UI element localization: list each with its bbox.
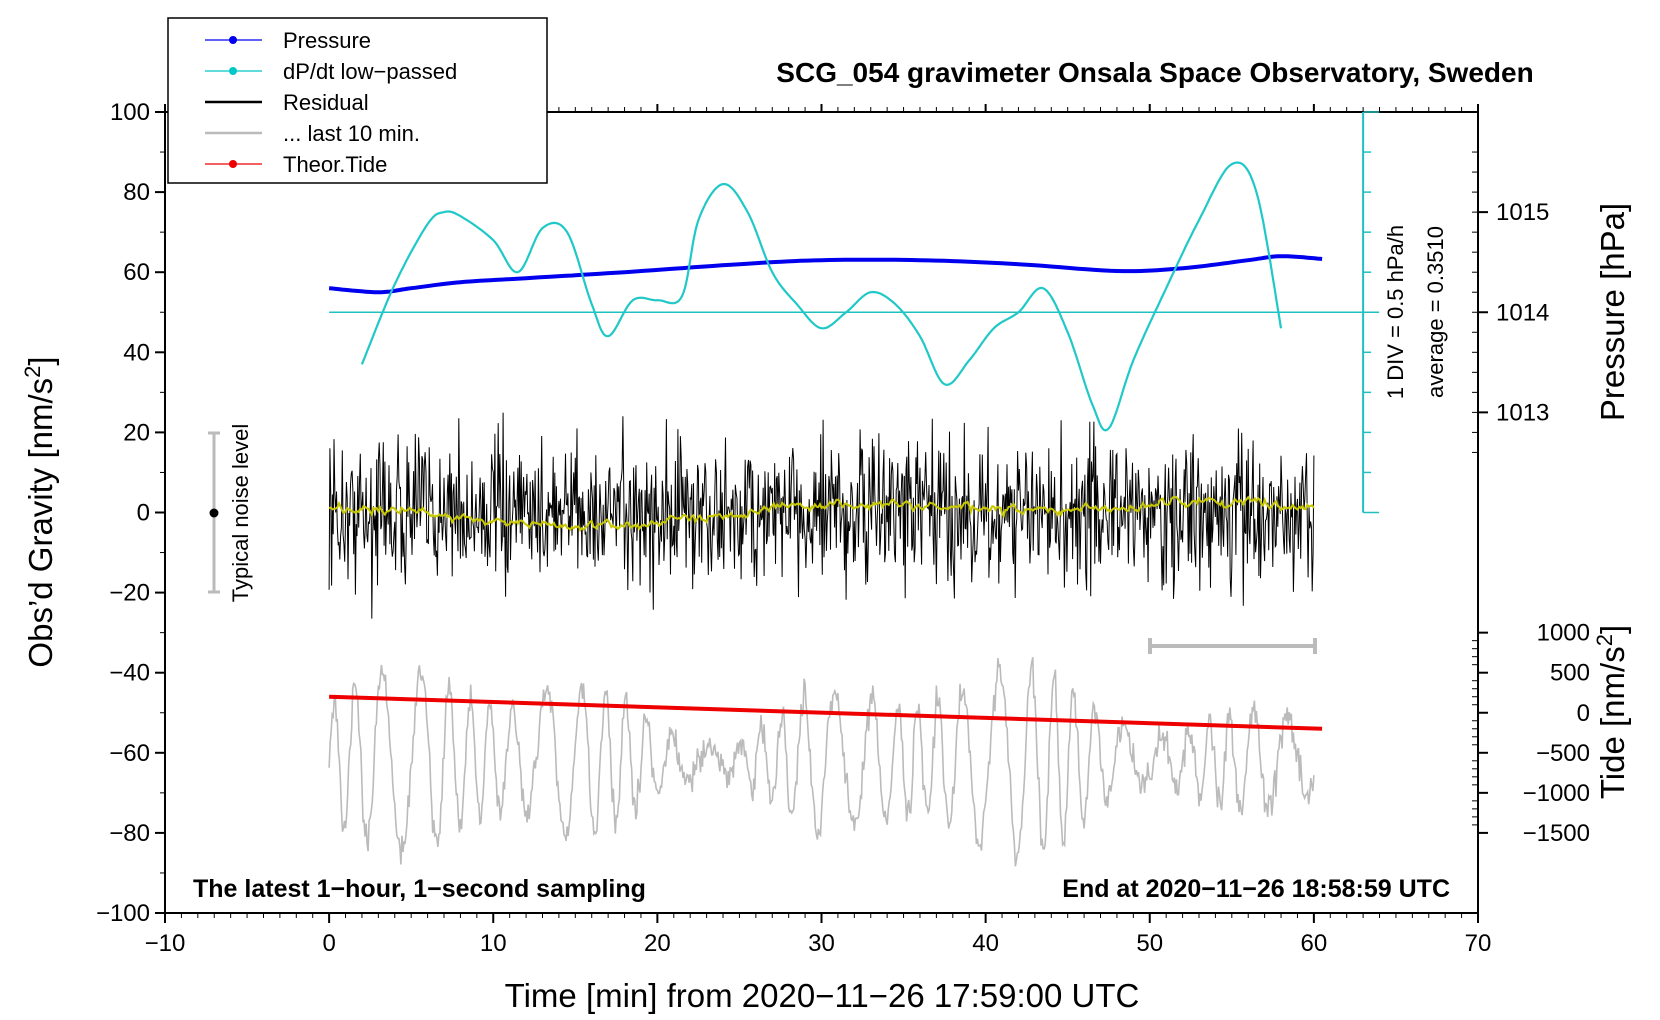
y-axis-left: −100 −80 −60 −40 −20 0 20 40 60 80 100 (96, 99, 165, 927)
y-tick-label: 60 (123, 259, 150, 286)
legend-label: Pressure (283, 28, 371, 53)
y-tick-label: 40 (123, 339, 150, 366)
residual-smoothed-series (328, 495, 1315, 533)
tide-series (329, 694, 1323, 731)
last-10-min-line (328, 657, 1315, 867)
scale-average-label: average = 0.3510 (1423, 226, 1448, 398)
legend-label: Residual (283, 90, 369, 115)
pressure-rate-scale (329, 111, 1380, 514)
y-axis-tide-label: Tide [nm/s2] (1592, 625, 1632, 799)
chart-title: SCG_054 gravimeter Onsala Space Observat… (776, 57, 1533, 88)
tide-tick-label: −1000 (1523, 780, 1590, 807)
y-axis-left-label: Obs’d Gravity [nm/s2] (20, 356, 60, 667)
legend-label: Theor.Tide (283, 152, 387, 177)
noise-label: Typical noise level (228, 424, 253, 603)
pressure-line (328, 254, 1323, 295)
legend: Pressure dP/dt low−passed Residual ... last… (167, 17, 548, 184)
y-tick-label: 80 (123, 179, 150, 206)
y-label-left-sup: 2 (20, 366, 45, 378)
pressure-tick-label: 1013 (1496, 399, 1549, 426)
x-tick-label: 0 (322, 930, 335, 957)
last-10-min-bracket (1148, 638, 1317, 654)
x-tick-label: 30 (808, 930, 835, 957)
x-tick-label: 60 (1301, 930, 1328, 957)
y-tick-label: 20 (123, 419, 150, 446)
x-tick-label: 20 (644, 930, 671, 957)
tide-tick-label: −1500 (1523, 820, 1590, 847)
tide-tick-label: 0 (1577, 700, 1590, 727)
legend-marker (229, 36, 237, 44)
x-tick-label: 50 (1136, 930, 1163, 957)
y-label-tide-prefix: Tide [nm/s (1594, 646, 1631, 799)
legend-box (167, 17, 548, 184)
annotation-bottom-left: The latest 1−hour, 1−second sampling (193, 875, 646, 903)
y-axis-tide: 1000 500 0 −500 −1000 −1500 (1472, 620, 1590, 847)
x-tick-label: −10 (145, 930, 186, 957)
annotation-bottom-right: End at 2020−11−26 18:58:59 UTC (1062, 875, 1450, 903)
y-label-left-prefix: Obs’d Gravity [nm/s (22, 378, 59, 668)
tide-tick-label: −500 (1536, 740, 1590, 767)
dpdt-series (360, 161, 1283, 432)
tide-line (329, 694, 1323, 731)
noise-indicator: Typical noise level (208, 424, 253, 603)
y-axis-pressure: 1015 1014 1013 (1472, 151, 1549, 453)
dpdt-line (360, 161, 1283, 432)
pressure-tick-label: 1014 (1496, 299, 1549, 326)
y-label-left-suffix: ] (22, 356, 59, 365)
pressure-series (328, 254, 1323, 295)
pressure-tick-label: 1015 (1496, 199, 1549, 226)
x-axis-label: Time [min] from 2020−11−26 17:59:00 UTC (505, 977, 1140, 1014)
y-tick-label: −40 (109, 660, 150, 687)
legend-label: ... last 10 min. (283, 121, 420, 146)
residual-smoothed-line (328, 495, 1315, 533)
x-tick-label: 10 (480, 930, 507, 957)
y-label-tide-suffix: ] (1594, 625, 1631, 634)
y-axis-pressure-label: Pressure [hPa] (1594, 203, 1631, 421)
y-tick-label: −20 (109, 580, 150, 607)
residual-line (328, 412, 1315, 619)
y-tick-label: 100 (110, 99, 150, 126)
residual-series (328, 412, 1315, 619)
x-tick-label: 70 (1465, 930, 1492, 957)
tide-tick-label: 500 (1550, 660, 1590, 687)
x-tick-label: 40 (972, 930, 999, 957)
y-tick-label: −80 (109, 820, 150, 847)
y-tick-label: 0 (137, 500, 150, 527)
tide-tick-label: 1000 (1537, 620, 1590, 647)
y-label-tide-sup: 2 (1592, 634, 1617, 646)
y-tick-label: −60 (109, 740, 150, 767)
last-10-min-series (328, 657, 1315, 867)
scale-div-label: 1 DIV = 0.5 hPa/h (1383, 225, 1408, 399)
y-tick-label: −100 (96, 900, 150, 927)
legend-marker (229, 67, 237, 75)
legend-label: dP/dt low−passed (283, 59, 457, 84)
legend-marker (229, 160, 237, 168)
